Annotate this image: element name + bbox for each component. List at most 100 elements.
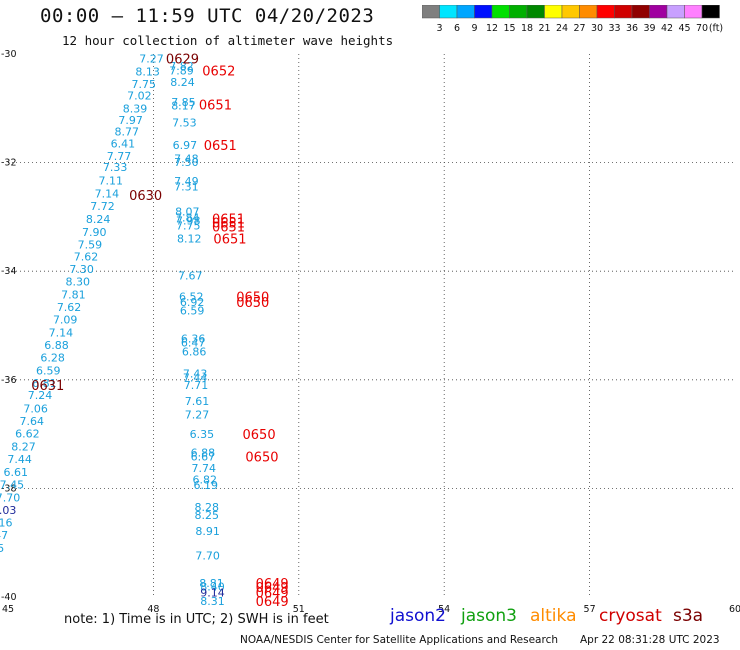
scale-tick-label: 12	[486, 23, 498, 34]
lon-tick-label: 45	[2, 604, 14, 615]
swh-value-label: 6.59	[36, 365, 61, 378]
swh-value-label: 8.07	[175, 205, 200, 218]
scale-unit-label: (ft)	[709, 23, 723, 34]
swh-value-label: 6.67	[191, 450, 216, 463]
generated-timestamp: Apr 22 08:31:28 UTC 2023	[580, 634, 720, 646]
swh-value-label: 7.67	[178, 270, 203, 283]
scale-tick-label: 15	[503, 23, 515, 34]
scale-tick-label: 30	[591, 23, 603, 34]
swh-value-label: 6.41	[111, 138, 136, 151]
swh-value-label: 7.77	[107, 150, 132, 163]
swh-value-label: 7.44	[183, 372, 208, 385]
swh-value-label: 7.98	[176, 215, 201, 228]
scale-tick-label: 6	[454, 23, 460, 34]
legend-jason3: jason3	[461, 606, 517, 626]
swh-value-label: 7.82	[169, 60, 194, 73]
swh-value-label: 7.74	[192, 462, 217, 475]
lon-tick-label: 60	[729, 604, 740, 615]
swh-value-label: 7.48	[174, 152, 199, 165]
swh-value-label: 7.02	[127, 89, 152, 102]
pass-time-label: 0650	[236, 296, 269, 311]
swh-value-label: 7.44	[7, 453, 32, 466]
swh-value-label: 8.77	[114, 126, 139, 139]
swh-value-label: 6.19	[193, 479, 218, 492]
swh-value-label: 7.16	[0, 517, 12, 530]
swh-value-label: 7.62	[74, 251, 99, 264]
swh-value-label: 7.81	[61, 289, 86, 302]
pass-time-label: 0629	[166, 52, 199, 67]
swh-value-label: 7.61	[185, 395, 210, 408]
scale-tick-label: 45	[678, 23, 690, 34]
swh-value-label: 9.14	[200, 587, 225, 600]
swh-value-label: 7.62	[57, 301, 82, 314]
swh-value-label: 8.24	[86, 213, 111, 226]
credit-line: NOAA/NESDIS Center for Satellite Applica…	[240, 634, 558, 646]
swh-value-label: 6.52	[179, 291, 204, 304]
swh-value-label: 7.53	[172, 116, 197, 129]
pass-time-label: 0650	[236, 291, 269, 306]
pass-time-label: 0651	[212, 213, 245, 228]
swh-value-label: 6.88	[191, 447, 216, 460]
lat-tick-label: -32	[1, 158, 17, 169]
swh-value-label: 8.24	[170, 76, 195, 89]
pass-time-label: 0630	[129, 189, 162, 204]
scale-tick-label: 42	[661, 23, 673, 34]
scale-tick-label: 70	[696, 23, 708, 34]
swh-value-label: 8.39	[123, 102, 148, 115]
swh-value-label: 8.17	[171, 100, 196, 113]
swh-value-label: 6.86	[182, 346, 207, 359]
swh-value-label: 8.40	[200, 581, 225, 594]
swh-value-label: 7.75	[176, 220, 201, 233]
scale-tick-label: 18	[521, 23, 533, 34]
swh-value-label: 7.75	[131, 78, 156, 91]
pass-time-label: 0652	[202, 64, 235, 79]
swh-value-label: 6.59	[180, 304, 205, 317]
pass-time-label: 0651	[199, 98, 232, 113]
scale-tick-label: 33	[608, 23, 620, 34]
scale-tick-label: 39	[643, 23, 655, 34]
swh-value-label: 6.88	[44, 339, 69, 352]
pass-time-label: 0651	[212, 216, 245, 231]
swh-value-label: 7.50	[174, 156, 199, 169]
legend-altika: altika	[530, 606, 577, 626]
pass-time-label: 0650	[243, 428, 276, 443]
pass-time-label: 0649	[256, 595, 289, 610]
swh-value-label: 7.14	[49, 327, 74, 340]
lon-tick-label: 48	[147, 604, 159, 615]
swh-value-label: 7.45	[0, 479, 24, 492]
scale-tick-label: 36	[626, 23, 638, 34]
map-subtitle: 12 hour collection of altimeter wave hei…	[62, 33, 394, 48]
swh-value-label: 8.31	[200, 595, 225, 608]
scale-tick-label: 27	[573, 23, 585, 34]
pass-time-label: 0631	[31, 379, 64, 394]
swh-value-label: 6.62	[15, 428, 40, 441]
pass-time-label: 0650	[245, 450, 278, 465]
swh-value-label: 8.25	[194, 509, 219, 522]
swh-value-label: 6.82	[193, 474, 218, 487]
legend-jason2: jason2	[390, 606, 446, 626]
swh-value-label: 7.70	[195, 550, 220, 563]
scale-tick-label: 21	[538, 23, 550, 34]
swh-value-label: 7.11	[98, 175, 123, 188]
swh-value-label: 7.72	[90, 200, 115, 213]
pass-time-label: 0649	[256, 587, 289, 602]
swh-value-label: 8.47	[0, 529, 8, 542]
lon-tick-label: 51	[293, 604, 305, 615]
swh-value-label: 7.64	[19, 415, 44, 428]
swh-value-label: 7.43	[183, 367, 208, 380]
pass-time-label: 0651	[213, 233, 246, 248]
lat-tick-label: -36	[1, 375, 17, 386]
swh-value-label: 7.14	[95, 188, 120, 201]
swh-value-label: 6.92	[180, 296, 205, 309]
swh-value-label: 8.81	[199, 577, 224, 590]
map-title: 00:00 – 11:59 UTC 04/20/2023	[40, 5, 375, 27]
lat-tick-label: -30	[1, 49, 17, 60]
swh-value-label: 6.47	[181, 336, 206, 349]
legend-s3a: s3a	[673, 606, 704, 626]
swh-value-label: 7.33	[103, 161, 128, 174]
footer-note: note: 1) Time is in UTC; 2) SWH is in fe…	[64, 612, 329, 627]
swh-value-label: 7.70	[0, 492, 20, 505]
swh-value-label: 6.61	[4, 466, 29, 479]
swh-value-label: 8.12	[177, 233, 202, 246]
